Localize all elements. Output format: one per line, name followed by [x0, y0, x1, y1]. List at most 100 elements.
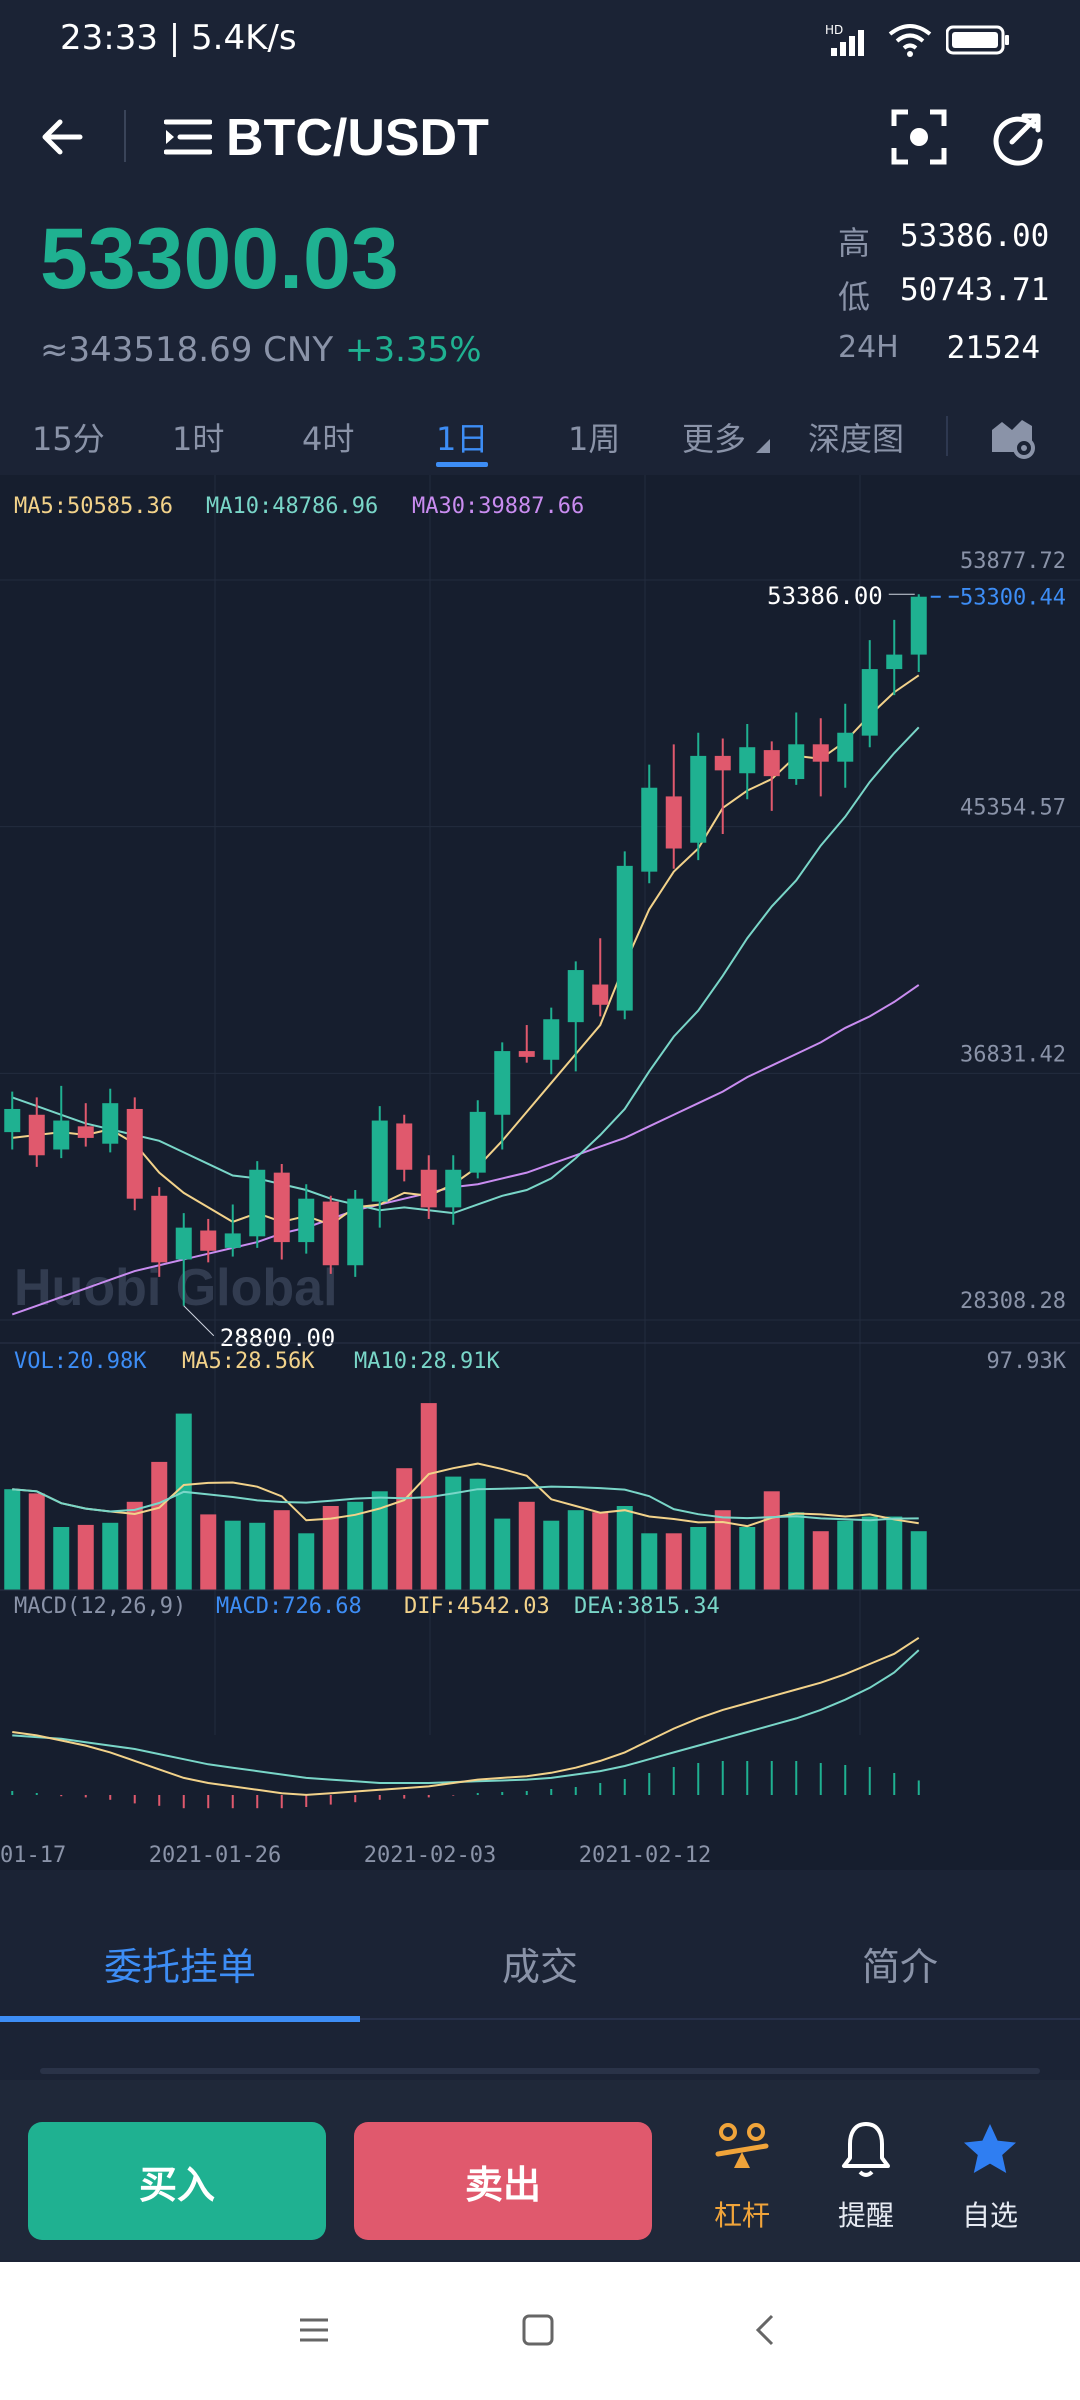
volume-bar — [616, 1506, 633, 1590]
leverage-action[interactable]: 杠杆 — [690, 2120, 794, 2240]
buy-button[interactable]: 买入 — [28, 2122, 326, 2240]
chart-settings-icon[interactable] — [988, 412, 1036, 460]
volume-bar — [28, 1493, 45, 1590]
volume-bar — [77, 1524, 94, 1590]
y-tick-label: 36831.42 — [960, 1042, 1066, 1067]
volume-bar — [518, 1501, 535, 1590]
bell-icon — [838, 2120, 894, 2180]
alert-action[interactable]: 提醒 — [814, 2120, 918, 2240]
volume-bar — [739, 1527, 756, 1590]
alert-label: 提醒 — [837, 2199, 894, 2232]
screenshot-icon[interactable] — [890, 108, 948, 166]
back-icon[interactable] — [748, 2312, 784, 2348]
peek-row — [40, 2068, 1040, 2074]
candle-body — [28, 1114, 45, 1156]
last-price: 53300.03 — [40, 211, 399, 307]
header-divider — [124, 110, 126, 162]
volume-bar — [665, 1533, 682, 1590]
vol-ma5-label: MA5:28.56K — [182, 1349, 315, 1374]
candle-body — [175, 1227, 192, 1260]
volume-bar — [543, 1520, 560, 1590]
order-list-peek — [0, 2022, 1080, 2080]
candle-body — [347, 1198, 364, 1266]
tab-depth[interactable]: 深度图 — [808, 420, 905, 458]
share-icon[interactable] — [988, 108, 1046, 166]
tab-intro[interactable]: 简介 — [862, 1945, 939, 1989]
volume-bar — [298, 1533, 315, 1590]
market-list-icon[interactable] — [163, 116, 213, 158]
candle-body — [102, 1103, 119, 1144]
back-arrow-icon[interactable] — [36, 110, 90, 164]
volume-bar — [445, 1476, 462, 1590]
tab-4h[interactable]: 4时 — [302, 420, 355, 458]
volume-bar — [788, 1512, 805, 1590]
kline-svg[interactable]: 53877.72 45354.57 36831.42 28308.28 MA5:5058… — [0, 475, 1080, 1870]
header: BTC/USDT — [0, 80, 1080, 200]
tab-1d[interactable]: 1日 — [436, 420, 489, 458]
volume-bar — [812, 1531, 829, 1590]
vol24h-label: 24H — [838, 330, 899, 365]
candle-body — [224, 1233, 241, 1248]
cny-price: ≈343518.69 CNY — [40, 330, 334, 370]
candle-body — [739, 747, 756, 774]
volume-bar — [763, 1491, 780, 1590]
volume-bar — [861, 1516, 878, 1590]
price-change: +3.35% — [345, 330, 482, 370]
home-icon[interactable] — [520, 2312, 556, 2348]
sell-button[interactable]: 卖出 — [354, 2122, 652, 2240]
tab-orders[interactable]: 委托挂单 — [104, 1945, 257, 1989]
timeframe-bar: 15分 1时 4时 1日 1周 更多 深度图 — [0, 400, 1080, 472]
tab-more[interactable]: 更多 — [682, 420, 747, 458]
ma5-label: MA5:50585.36 — [14, 494, 173, 519]
candle-body — [788, 744, 805, 780]
candle-body — [200, 1230, 217, 1251]
dropdown-triangle-icon — [756, 438, 770, 453]
tab-divider — [946, 416, 948, 456]
candle-body — [812, 744, 829, 762]
tab-15m[interactable]: 15分 — [32, 420, 105, 458]
bottom-tab-underline — [0, 2016, 360, 2022]
candle-body — [420, 1169, 437, 1208]
vol-label: VOL:20.98K — [14, 1349, 147, 1374]
candle-body — [861, 669, 878, 736]
volume-bar — [714, 1510, 731, 1590]
candle-body — [567, 970, 584, 1023]
candle-body — [886, 654, 903, 670]
candle-body — [322, 1201, 339, 1266]
low-mark-line — [183, 1305, 215, 1337]
vol-ma5-line — [12, 1462, 919, 1528]
menu-icon[interactable] — [296, 2312, 332, 2348]
candle-body — [592, 984, 609, 1005]
volume-bar — [494, 1518, 511, 1590]
volume-bar — [469, 1478, 486, 1590]
dif-line — [12, 1636, 920, 1796]
tab-1h[interactable]: 1时 — [172, 420, 225, 458]
ma30-line — [11, 984, 920, 1316]
macd-value-label: MACD:726.68 — [216, 1594, 362, 1619]
volume-bar — [249, 1522, 266, 1590]
favorite-action[interactable]: 自选 — [938, 2120, 1042, 2240]
y-tick-label: 53877.72 — [960, 549, 1066, 574]
candle-body — [273, 1172, 290, 1243]
candle-body — [469, 1111, 486, 1173]
candle-body — [77, 1126, 94, 1138]
x-tick-label: 2021-02-03 — [364, 1843, 496, 1868]
tab-1w[interactable]: 1周 — [568, 420, 621, 458]
volume-bar — [592, 1512, 609, 1590]
battery-icon — [945, 24, 1010, 56]
last-price-label: 53300.44 — [960, 586, 1066, 611]
candle-body — [494, 1051, 511, 1115]
kline-chart[interactable]: 53877.72 45354.57 36831.42 28308.28 MA5:5058… — [0, 475, 1080, 1870]
ma10-label: MA10:48786.96 — [206, 494, 378, 519]
signal-icon: HD — [825, 22, 873, 58]
bottom-tab-track — [0, 2018, 1080, 2020]
candle-body — [396, 1123, 413, 1170]
pair-title[interactable]: BTC/USDT — [226, 109, 489, 167]
low-value: 50743.71 — [900, 272, 1050, 308]
low-mark-label: 28800.00 — [220, 1324, 336, 1352]
leverage-label: 杠杆 — [713, 2199, 770, 2232]
candle-body — [53, 1120, 70, 1150]
tab-trades[interactable]: 成交 — [502, 1945, 579, 1989]
volume-bar — [690, 1527, 707, 1590]
candle-body — [910, 596, 927, 655]
